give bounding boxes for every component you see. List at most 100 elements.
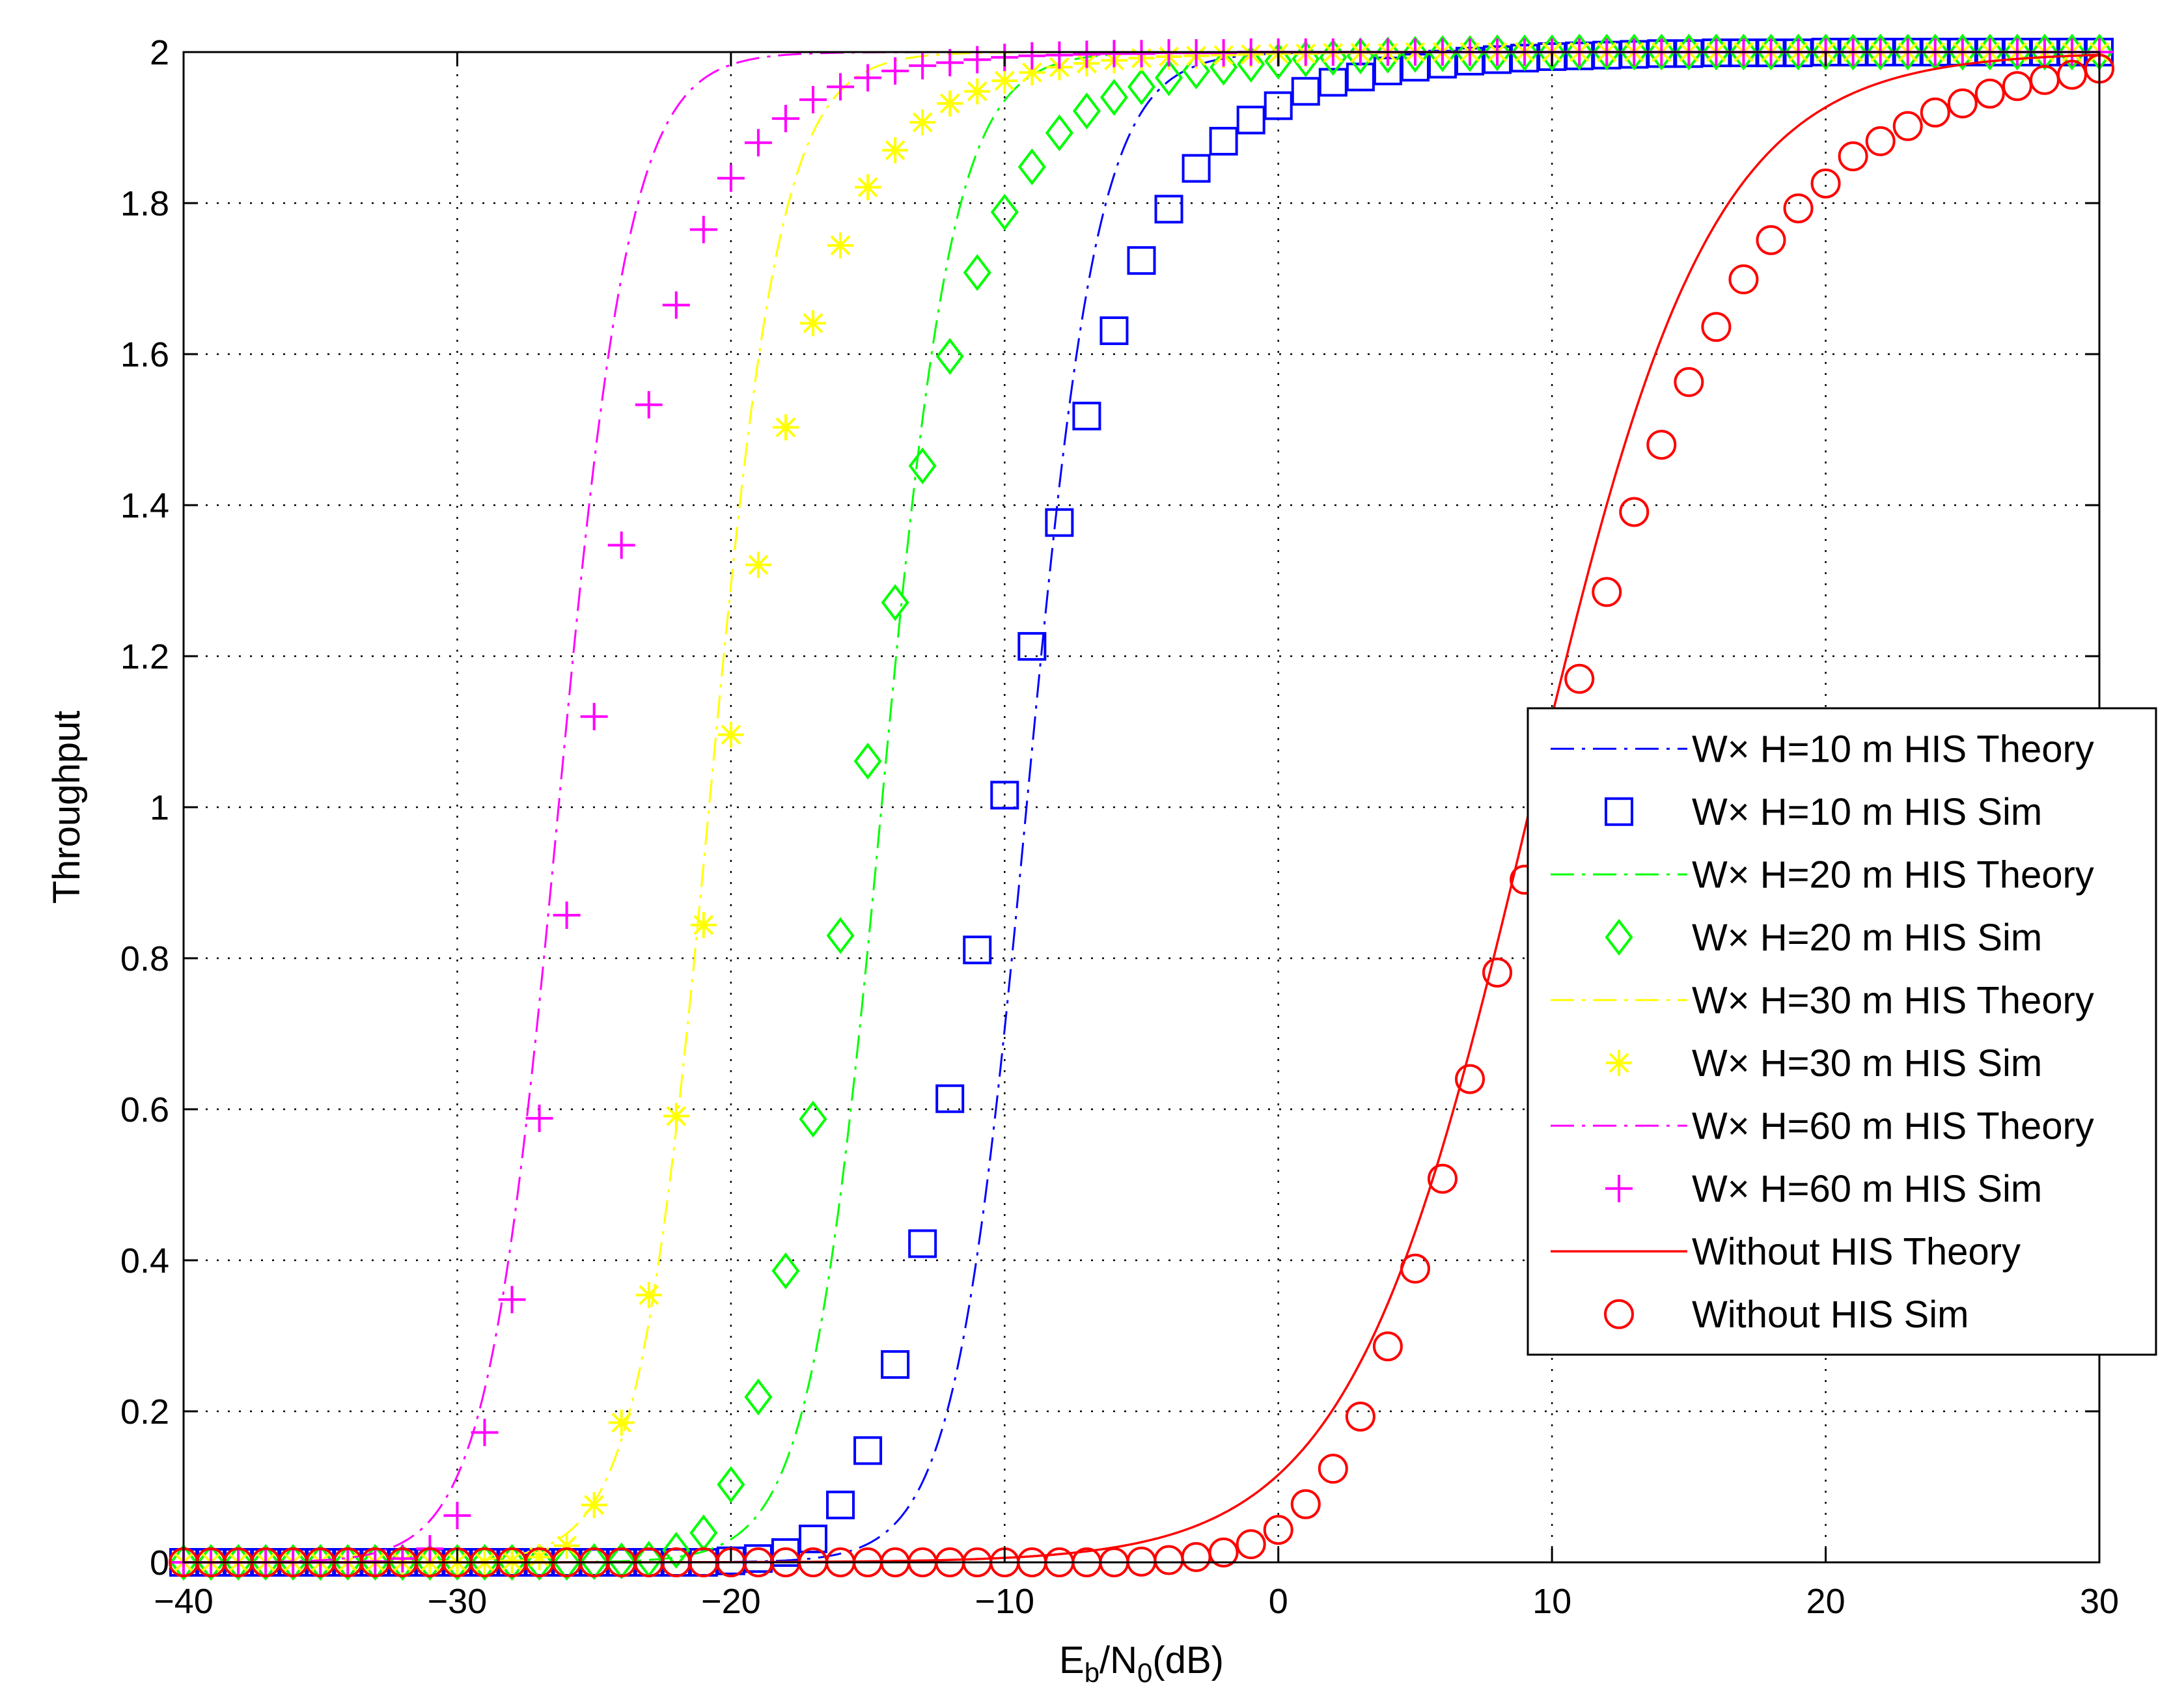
sim-marker	[798, 1525, 827, 1554]
sim-marker	[1839, 33, 1868, 71]
sim-marker	[1073, 40, 1101, 68]
sim-marker	[1729, 33, 1758, 71]
x-axis-label-main: E	[1059, 1639, 1085, 1681]
legend-label: W× H=60 m HIS Theory	[1692, 1105, 2094, 1147]
x-tick-label: −20	[701, 1582, 761, 1621]
sim-marker	[1976, 33, 2004, 71]
sim-marker	[525, 1104, 553, 1132]
sim-marker	[1401, 36, 1430, 73]
sim-marker	[744, 1378, 773, 1416]
y-tick-label: 0.8	[120, 939, 169, 978]
sim-marker	[2003, 33, 2032, 71]
y-tick-label: 0.2	[120, 1392, 169, 1431]
sim-marker	[1427, 1163, 1458, 1194]
sim-marker	[1291, 77, 1320, 106]
sim-marker	[908, 447, 937, 484]
sim-marker	[1783, 193, 1814, 224]
sim-marker	[937, 90, 963, 117]
sim-marker	[2058, 33, 2086, 71]
sim-marker	[1647, 33, 1676, 71]
legend-label: W× H=10 m HIS Theory	[1692, 728, 2094, 770]
y-tick-label: 0.4	[120, 1241, 169, 1280]
sim-marker	[1728, 264, 1759, 295]
sim-marker	[827, 232, 854, 258]
legend-label: W× H=10 m HIS Sim	[1692, 791, 2042, 833]
sim-marker	[1948, 33, 1977, 71]
legend-label: W× H=20 m HIS Sim	[1692, 917, 2042, 959]
sim-marker	[1372, 1331, 1403, 1362]
sim-marker	[1019, 59, 1045, 86]
y-tick-label: 0	[150, 1543, 169, 1583]
sim-marker	[251, 1543, 280, 1581]
sim-marker	[1209, 126, 1238, 156]
sim-marker	[1428, 35, 1457, 72]
sim-marker	[553, 901, 581, 929]
sim-marker	[1264, 42, 1293, 80]
sim-marker	[881, 57, 909, 85]
sim-marker	[1620, 33, 1648, 71]
sim-marker	[744, 129, 772, 157]
sim-marker	[662, 1532, 691, 1569]
legend-entry: W× H=10 m HIS Sim	[1605, 791, 2042, 833]
axis-ticks: −40 −30 −20 −10 0 10 20 30 0 0.2 0.4 0.6 0.8 1 1.2 1.4 1…	[120, 33, 2119, 1621]
sim-marker	[1263, 1515, 1293, 1545]
sim-marker	[1264, 91, 1293, 120]
sim-marker	[662, 291, 690, 319]
sim-marker	[1072, 402, 1101, 431]
sim-marker	[1127, 68, 1156, 105]
x-tick-label: 20	[1806, 1582, 1845, 1621]
sim-marker	[1456, 35, 1484, 72]
sim-marker	[853, 1436, 883, 1465]
sim-marker	[1866, 33, 1895, 71]
sim-marker	[1894, 33, 1922, 71]
sim-marker	[772, 414, 799, 441]
sim-marker	[1099, 79, 1128, 116]
sim-marker	[909, 51, 937, 79]
sim-marker	[635, 1282, 662, 1308]
legend-entry: W× H=60 m HIS Theory	[1551, 1105, 2094, 1147]
sim-marker	[717, 164, 745, 192]
x-axis-label-sub2: 0	[1137, 1657, 1152, 1688]
legend-marker-swatch	[1605, 1174, 1633, 1202]
sim-marker	[935, 338, 964, 375]
sim-marker	[1045, 41, 1073, 69]
sim-marker	[1565, 33, 1594, 71]
sim-marker	[580, 702, 608, 730]
sim-marker	[499, 1547, 525, 1574]
sim-marker	[580, 1543, 609, 1581]
sim-marker	[1756, 33, 1785, 71]
sim-marker	[799, 1100, 827, 1138]
sim-marker	[553, 1532, 580, 1559]
series-4	[184, 51, 2099, 1564]
sim-marker	[1154, 195, 1183, 224]
sim-marker	[689, 215, 717, 243]
y-tick-label: 1.8	[120, 184, 169, 223]
sim-marker	[1236, 1529, 1266, 1560]
sim-marker	[1018, 42, 1046, 70]
sim-marker	[855, 174, 881, 201]
sim-marker	[799, 310, 826, 337]
sim-marker	[1810, 168, 1841, 199]
sim-marker	[909, 109, 936, 135]
sim-marker	[1592, 577, 1622, 607]
sim-marker	[1400, 1253, 1430, 1284]
x-tick-label: −10	[975, 1582, 1034, 1621]
legend-label: Without HIS Sim	[1692, 1293, 1969, 1336]
sim-marker	[826, 1490, 855, 1519]
sim-marker	[936, 49, 964, 77]
legend-marker-swatch	[1606, 1049, 1632, 1076]
sim-marker	[197, 1543, 225, 1581]
sim-marker	[498, 1286, 526, 1314]
sim-marker	[1812, 33, 1840, 71]
sim-marker	[635, 391, 663, 419]
theory-curve	[184, 51, 2099, 1564]
sim-marker	[169, 1543, 198, 1581]
x-tick-label: 10	[1532, 1582, 1571, 1621]
sim-marker	[1947, 88, 1978, 118]
legend-marker-swatch	[1604, 1299, 1634, 1329]
sim-marker	[853, 742, 882, 780]
sim-marker	[2030, 33, 2059, 71]
sim-marker	[1017, 631, 1047, 661]
sim-marker	[1182, 154, 1211, 183]
